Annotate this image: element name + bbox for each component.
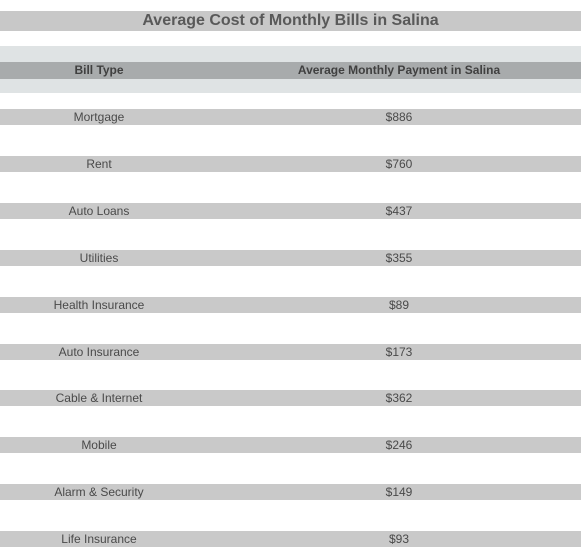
column-header-average-payment: Average Monthly Payment in Salina (297, 63, 501, 77)
bill-type-cell: Health Insurance (53, 298, 145, 312)
bill-type-cell: Life Insurance (61, 532, 137, 546)
chart-title: Average Cost of Monthly Bills in Salina (142, 12, 439, 29)
table-row: Cable & Internet $362 (0, 390, 581, 406)
bill-type-cell: Mortgage (73, 110, 125, 124)
table-row: Utilities $355 (0, 250, 581, 266)
header-band-inner (0, 62, 581, 79)
column-header-bill-type: Bill Type (74, 63, 124, 77)
payment-cell: $760 (385, 157, 413, 171)
table-row: Life Insurance $93 (0, 531, 581, 547)
table-row: Mortgage $886 (0, 109, 581, 125)
table-row: Health Insurance $89 (0, 297, 581, 313)
table-row: Auto Insurance $173 (0, 344, 581, 360)
table-row: Auto Loans $437 (0, 203, 581, 219)
table-row: Mobile $246 (0, 437, 581, 453)
bill-type-cell: Mobile (81, 438, 117, 452)
title-band (0, 11, 581, 31)
bill-type-cell: Auto Loans (68, 204, 130, 218)
bill-type-cell: Cable & Internet (55, 391, 143, 405)
payment-cell: $93 (388, 532, 410, 546)
payment-cell: $149 (385, 485, 413, 499)
payment-cell: $362 (385, 391, 413, 405)
bill-type-cell: Auto Insurance (58, 345, 140, 359)
payment-cell: $437 (385, 204, 413, 218)
payment-cell: $246 (385, 438, 413, 452)
bill-type-cell: Rent (86, 157, 112, 171)
payment-cell: $886 (385, 110, 413, 124)
table-row: Rent $760 (0, 156, 581, 172)
bill-type-cell: Alarm & Security (54, 485, 144, 499)
table-row: Alarm & Security $149 (0, 484, 581, 500)
payment-cell: $89 (388, 298, 410, 312)
payment-cell: $173 (385, 345, 413, 359)
bill-type-cell: Utilities (79, 251, 119, 265)
payment-cell: $355 (385, 251, 413, 265)
